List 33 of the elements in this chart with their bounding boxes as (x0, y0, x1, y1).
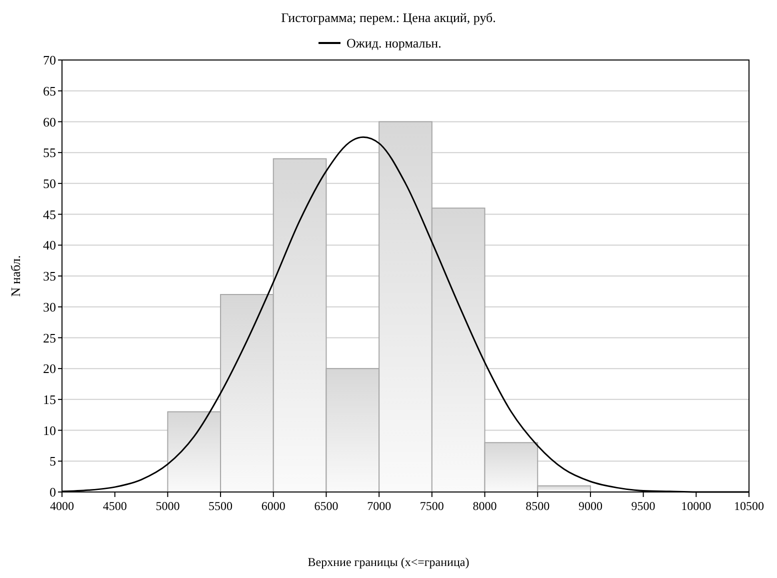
y-tick-label: 45 (43, 206, 56, 222)
y-tick-label: 50 (43, 176, 56, 191)
y-tick-label: 30 (43, 299, 56, 314)
x-tick-label: 8500 (526, 499, 550, 513)
x-tick-label: 6000 (261, 499, 286, 513)
y-tick-label: 55 (43, 145, 56, 160)
y-tick-label: 5 (50, 454, 56, 469)
x-tick-label: 9000 (578, 499, 602, 513)
y-tick-label: 20 (43, 361, 56, 376)
y-tick-label: 40 (43, 238, 56, 253)
x-tick-label: 5500 (208, 499, 233, 513)
x-tick-label: 4500 (102, 499, 127, 513)
legend-label: Ожид. нормальн. (346, 36, 442, 51)
x-tick-label: 4000 (50, 499, 74, 513)
x-tick-label: 9500 (631, 499, 656, 513)
y-tick-label: 10 (43, 422, 56, 438)
chart-title: Гистограмма; перем.: Цена акций, руб. (281, 10, 496, 25)
y-tick-label: 25 (43, 330, 56, 346)
x-axis-title: Верхние границы (x<=граница) (308, 555, 470, 569)
y-axis-title: N набл. (8, 255, 23, 297)
x-tick-label: 6500 (314, 499, 338, 513)
x-tick-label: 7000 (367, 499, 392, 513)
x-tick-label: 10500 (734, 499, 764, 513)
y-tick-label: 35 (43, 268, 56, 284)
y-tick-label: 70 (43, 52, 56, 68)
x-tick-label: 8000 (472, 499, 497, 513)
x-tick-label: 7500 (420, 499, 444, 513)
x-tick-label: 10000 (681, 499, 712, 513)
y-tick-label: 15 (43, 392, 56, 407)
y-tick-label: 0 (50, 484, 56, 500)
x-tick-label: 5000 (156, 499, 180, 513)
y-tick-label: 60 (43, 114, 56, 130)
y-tick-label: 65 (43, 83, 56, 98)
